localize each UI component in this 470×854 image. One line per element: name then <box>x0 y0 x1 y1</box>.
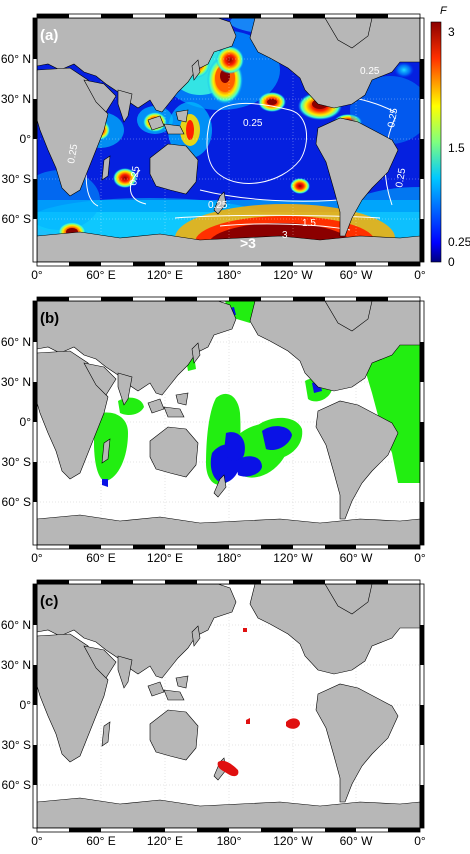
colorbar-tick: 0 <box>448 255 455 269</box>
panel-b: (b) 60° N 30° N 0° 30° S 60° S 0° 60° E … <box>0 283 470 566</box>
lat-tick: 30° S <box>2 738 31 752</box>
colorbar-tick: 3 <box>448 25 455 39</box>
contour-label-15: 1.5 <box>302 218 316 229</box>
lon-tick: 120° E <box>147 268 183 282</box>
lat-tick: 60° N <box>1 618 31 632</box>
lon-tick: 120° W <box>273 834 313 848</box>
lon-axis-b: 0° 60° E 120° E 180° 120° W 60° W 0° <box>31 551 426 565</box>
lon-tick: 120° E <box>147 834 183 848</box>
lat-axis-b: 60° N 30° N 0° 30° S 60° S <box>1 335 31 509</box>
contour-label-025-b: 0.25 <box>208 200 228 211</box>
lat-tick: 0° <box>20 698 32 712</box>
colorbar-tick: 1.5 <box>448 141 465 155</box>
colorbar-title: F <box>440 5 448 17</box>
panel-c: (c) 60° N 30° N 0° 30° S 60° S 0° 60° E … <box>0 566 470 849</box>
red-regions <box>217 628 300 777</box>
colorbar-ticks: 3 1.5 0.25 0 <box>448 25 470 269</box>
lat-tick: 60° S <box>2 778 31 792</box>
colorbar: F 3 1.5 0.25 0 <box>430 5 470 269</box>
lon-axis-a: 0° 60° E 120° E 180° 120° W 60° W 0° <box>31 268 426 282</box>
lon-tick: 60° W <box>340 834 373 848</box>
contour-label-025-f: 0.25 <box>386 107 400 129</box>
lat-tick: 30° S <box>2 172 31 186</box>
lon-tick: 60° W <box>340 551 373 565</box>
panel-a: 0.25 0.25 0.25 0.25 0.25 0.25 0.25 1.5 3… <box>0 0 470 283</box>
contour-label-025-c: 0.25 <box>66 143 80 165</box>
contour-label-3: 3 <box>282 230 288 241</box>
contour-label-025-e: 0.25 <box>360 66 380 77</box>
lon-tick: 0° <box>31 551 43 565</box>
panel-label-b: (b) <box>40 310 59 327</box>
lat-axis-c: 60° N 30° N 0° 30° S 60° S <box>1 618 31 792</box>
colorbar-tick: 0.25 <box>448 235 470 249</box>
map-frame-a <box>32 13 425 267</box>
lon-tick: 60° E <box>86 268 115 282</box>
colorbar-gradient <box>430 21 442 263</box>
lon-tick: 0° <box>414 834 426 848</box>
lon-tick: 60° E <box>86 834 115 848</box>
contour-label-025-a: 0.25 <box>243 118 263 129</box>
lat-tick: 60° N <box>1 52 31 66</box>
lat-tick: 30° N <box>1 375 31 389</box>
lat-tick: 30° N <box>1 658 31 672</box>
lon-tick: 60° W <box>340 268 373 282</box>
lon-axis-c: 0° 60° E 120° E 180° 120° W 60° W 0° <box>31 834 426 848</box>
lat-tick: 60° N <box>1 335 31 349</box>
lon-tick: 0° <box>31 834 43 848</box>
map-frame-c <box>32 579 425 833</box>
lat-tick: 30° S <box>2 455 31 469</box>
lon-tick: 0° <box>414 268 426 282</box>
lat-tick: 0° <box>20 132 32 146</box>
lon-tick: 120° W <box>273 551 313 565</box>
panel-label-c: (c) <box>40 593 58 610</box>
lon-tick: 180° <box>217 268 242 282</box>
lat-tick: 60° S <box>2 495 31 509</box>
lon-tick: 180° <box>217 834 242 848</box>
panel-label-a: (a) <box>40 27 58 44</box>
lon-tick: 180° <box>217 551 242 565</box>
contour-label-025-g: 0.25 <box>394 167 408 189</box>
contour-labels-a: 0.25 0.25 0.25 0.25 0.25 0.25 0.25 1.5 3… <box>66 66 408 251</box>
lat-axis-a: 60° N 30° N 0° 30° S 60° S <box>1 52 31 226</box>
lon-tick: 0° <box>31 268 43 282</box>
lon-tick: 120° W <box>273 268 313 282</box>
lon-tick: 0° <box>414 551 426 565</box>
max-label: >3 <box>240 235 256 251</box>
lat-tick: 60° S <box>2 212 31 226</box>
lat-tick: 0° <box>20 415 32 429</box>
lon-tick: 60° E <box>86 551 115 565</box>
lat-tick: 30° N <box>1 92 31 106</box>
lon-tick: 120° E <box>147 551 183 565</box>
map-frame-b <box>32 296 425 550</box>
contour-label-025-d: 0.25 <box>128 165 142 187</box>
